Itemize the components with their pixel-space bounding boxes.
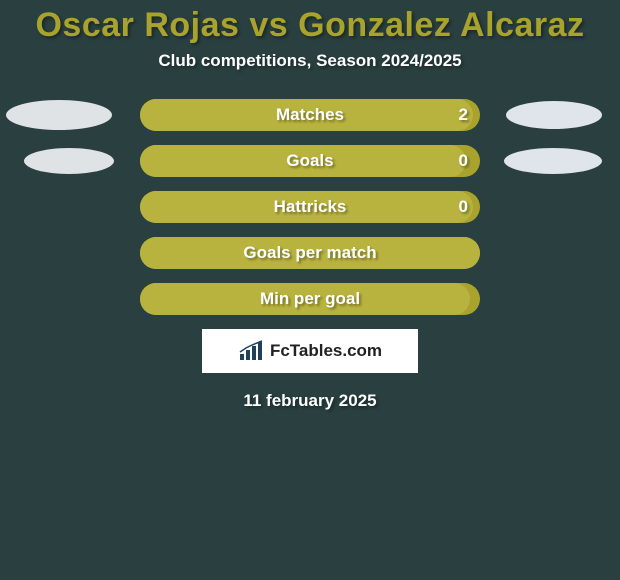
stat-bar: Goals per match (140, 237, 480, 269)
avatar-left-2 (24, 148, 114, 174)
fctables-logo: FcTables.com (202, 329, 418, 373)
stat-label: Goals (286, 151, 333, 171)
avatar-right-1 (506, 101, 602, 129)
stat-bar: Hattricks 0 (140, 191, 480, 223)
stat-value: 2 (459, 105, 468, 125)
stat-row-matches: Matches 2 (0, 99, 620, 131)
stat-label: Min per goal (260, 289, 360, 309)
stat-row-mpg: Min per goal (0, 283, 620, 315)
stat-label: Goals per match (243, 243, 376, 263)
stat-row-hattricks: Hattricks 0 (0, 191, 620, 223)
stat-value: 0 (459, 197, 468, 217)
bar-chart-icon (238, 340, 264, 362)
page-title: Oscar Rojas vs Gonzalez Alcaraz (0, 0, 620, 45)
stat-row-gpm: Goals per match (0, 237, 620, 269)
stat-row-goals: Goals 0 (0, 145, 620, 177)
stat-label: Matches (276, 105, 344, 125)
logo-text: FcTables.com (270, 341, 382, 361)
avatar-left-1 (6, 100, 112, 130)
date-label: 11 february 2025 (0, 391, 620, 411)
avatar-right-2 (504, 148, 602, 174)
stat-value: 0 (459, 151, 468, 171)
stat-bar: Min per goal (140, 283, 480, 315)
stat-label: Hattricks (274, 197, 347, 217)
stat-bar: Matches 2 (140, 99, 480, 131)
stats-bars: Matches 2 Goals 0 Hattricks 0 Goals per … (0, 99, 620, 315)
stat-bar: Goals 0 (140, 145, 480, 177)
subtitle: Club competitions, Season 2024/2025 (0, 51, 620, 71)
